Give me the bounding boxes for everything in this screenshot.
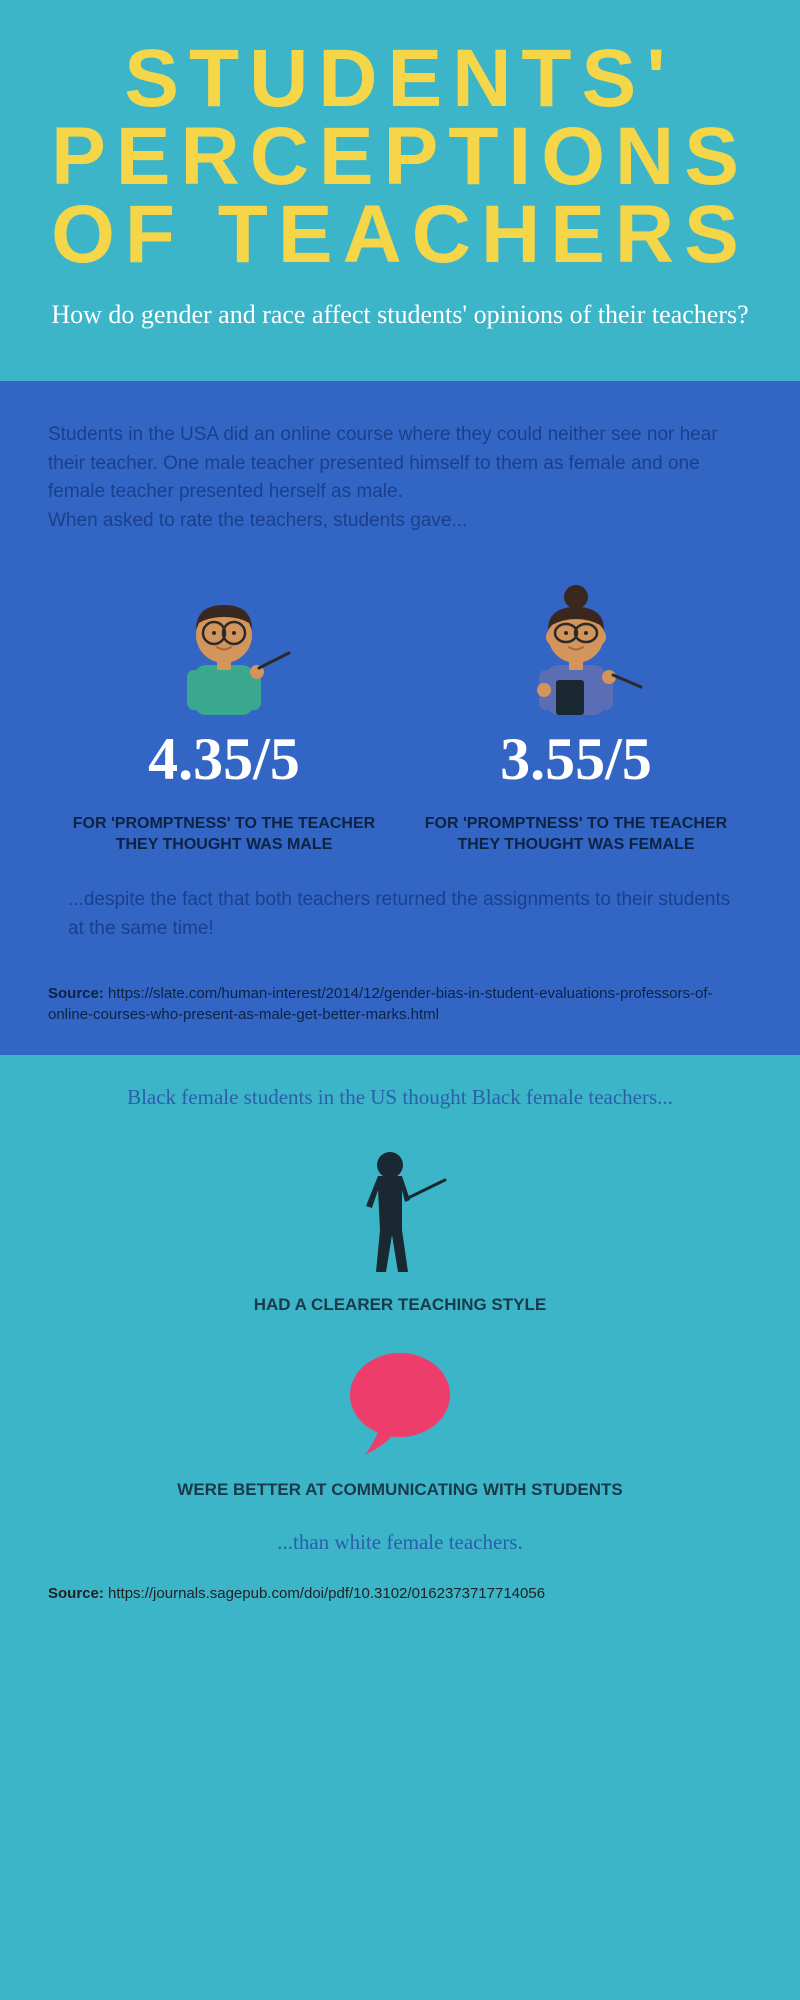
communication-block: WERE BETTER AT COMMUNICATING WITH STUDEN… <box>48 1345 752 1500</box>
female-teacher-column: 3.55/5 FOR 'PROMPTNESS' TO THE TEACHER T… <box>400 575 752 856</box>
closing-text: ...than white female teachers. <box>48 1530 752 1555</box>
male-teacher-column: 4.35/5 FOR 'PROMPTNESS' TO THE TEACHER T… <box>48 575 400 856</box>
section-gender-bias: Students in the USA did an online course… <box>0 381 800 1055</box>
female-score: 3.55/5 <box>400 725 752 794</box>
source-2-label: Source: <box>48 1585 104 1602</box>
subtitle: How do gender and race affect students' … <box>40 298 760 332</box>
male-score: 4.35/5 <box>48 725 400 794</box>
point1-label: HAD A CLEARER TEACHING STYLE <box>48 1295 752 1315</box>
despite-text: ...despite the fact that both teachers r… <box>68 886 732 943</box>
section-race: Black female students in the US thought … <box>0 1055 800 1632</box>
female-score-label: FOR 'PROMPTNESS' TO THE TEACHER THEY THO… <box>400 814 752 856</box>
source-1: Source: https://slate.com/human-interest… <box>48 983 752 1025</box>
female-teacher-icon <box>400 575 752 715</box>
intro-text: Students in the USA did an online course… <box>48 421 752 535</box>
teaching-style-block: HAD A CLEARER TEACHING STYLE <box>48 1140 752 1315</box>
header: STUDENTS' PERCEPTIONS OF TEACHERS How do… <box>0 0 800 361</box>
speech-bubble-icon <box>48 1345 752 1465</box>
point2-label: WERE BETTER AT COMMUNICATING WITH STUDEN… <box>48 1480 752 1500</box>
main-title: STUDENTS' PERCEPTIONS OF TEACHERS <box>40 40 760 274</box>
teacher-silhouette-icon <box>48 1140 752 1280</box>
teachers-row: 4.35/5 FOR 'PROMPTNESS' TO THE TEACHER T… <box>48 575 752 856</box>
source-1-url: https://slate.com/human-interest/2014/12… <box>48 985 713 1023</box>
source-2: Source: https://journals.sagepub.com/doi… <box>48 1585 752 1602</box>
male-teacher-icon <box>48 575 400 715</box>
section2-intro: Black female students in the US thought … <box>48 1085 752 1110</box>
source-2-url: https://journals.sagepub.com/doi/pdf/10.… <box>108 1585 545 1602</box>
source-1-label: Source: <box>48 985 104 1002</box>
male-score-label: FOR 'PROMPTNESS' TO THE TEACHER THEY THO… <box>48 814 400 856</box>
